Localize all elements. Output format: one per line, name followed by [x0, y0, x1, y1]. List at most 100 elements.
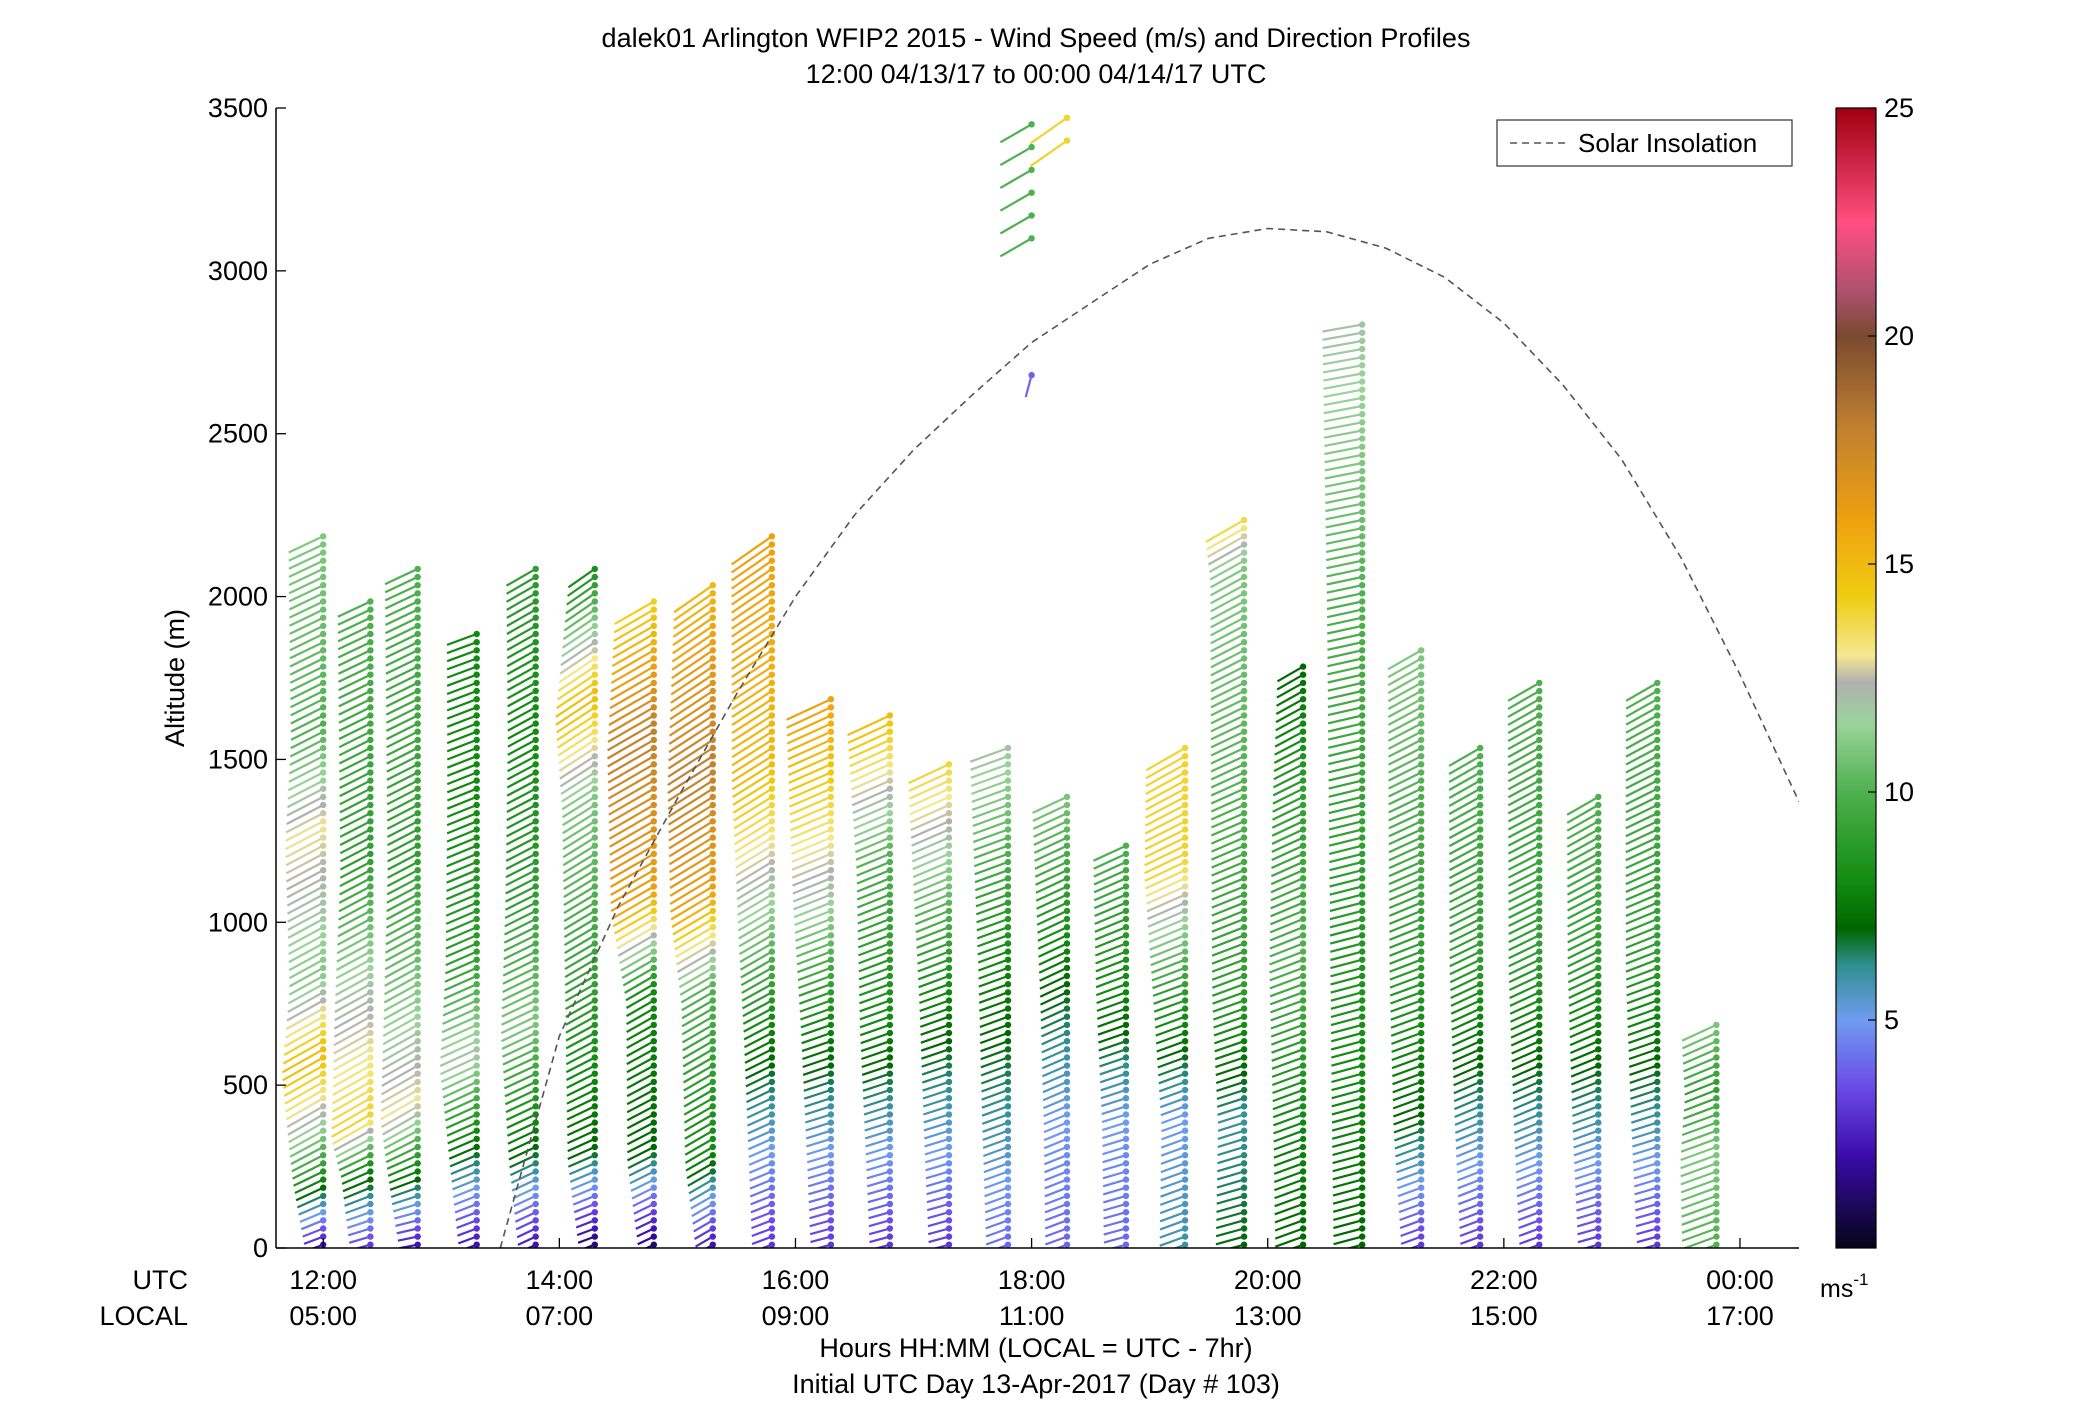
wind-barb [1039, 975, 1068, 990]
wind-barb [290, 681, 324, 701]
wind-point [367, 777, 374, 784]
wind-point [709, 761, 716, 768]
wind-barb [386, 779, 419, 798]
wind-point [473, 858, 480, 866]
wind-barb [506, 657, 537, 676]
wind-point [414, 875, 421, 882]
wind-point [1654, 915, 1661, 923]
wind-barb [385, 665, 419, 683]
wind-point [1299, 1233, 1307, 1240]
wind-barb [1570, 1064, 1599, 1078]
wind-point [1240, 1103, 1248, 1110]
wind-point [1299, 899, 1307, 906]
wind-point [1536, 1029, 1543, 1037]
wind-point [1359, 443, 1366, 450]
wind-barb [567, 1154, 596, 1168]
wind-barb [386, 812, 419, 830]
wind-barb [1024, 374, 1033, 398]
wind-point [1654, 1135, 1661, 1143]
wind-point [532, 940, 539, 947]
wind-barb [1507, 690, 1540, 710]
wind-point [709, 1103, 716, 1110]
wind-barb [1215, 1227, 1245, 1238]
wind-barb [440, 1040, 478, 1059]
wind-barb [387, 1162, 419, 1177]
wind-point [591, 696, 598, 703]
wind-barb [1274, 1211, 1304, 1224]
wind-point [473, 1209, 480, 1216]
wind-barb [507, 722, 537, 740]
wind-barb [1331, 1072, 1363, 1084]
wind-point [1359, 647, 1366, 654]
wind-barb [1276, 690, 1304, 707]
wind-point [1122, 1005, 1130, 1012]
wind-point [414, 899, 421, 906]
wind-point [650, 1013, 657, 1020]
wind-barb [331, 1113, 371, 1138]
wind-barb [983, 1162, 1009, 1174]
wind-barb [1210, 633, 1245, 653]
wind-barb [505, 869, 537, 887]
wind-barb [383, 975, 419, 996]
wind-barb [1034, 852, 1068, 870]
wind-barb [566, 584, 596, 606]
wind-barb [383, 1121, 419, 1143]
wind-barb [339, 820, 371, 838]
wind-point [1122, 1168, 1130, 1175]
wind-barb [1457, 1178, 1481, 1190]
wind-barb [1159, 1227, 1186, 1239]
wind-barb [1625, 755, 1658, 774]
wind-point [532, 1241, 539, 1248]
wind-barb [1145, 763, 1186, 788]
wind-barb [505, 820, 537, 838]
wind-point [591, 606, 598, 613]
wind-point [1181, 769, 1189, 776]
wind-barb [1327, 649, 1363, 660]
wind-barb [335, 966, 371, 988]
wind-barb [1037, 934, 1068, 950]
wind-barb [563, 918, 596, 939]
wind-barb [558, 657, 596, 684]
wind-barb [1332, 1154, 1363, 1165]
wind-point [650, 655, 657, 662]
wind-barb [1571, 1088, 1599, 1102]
wind-barb [1333, 1227, 1363, 1238]
wind-barb [1270, 1031, 1304, 1046]
wind-point [1359, 1078, 1366, 1086]
wind-barb [857, 926, 891, 941]
wind-point [1004, 1225, 1012, 1232]
wind-barb [865, 1154, 891, 1164]
wind-barb [1151, 958, 1186, 974]
wind-barb [1330, 1031, 1363, 1043]
wind-barb [289, 608, 324, 627]
wind-point [532, 630, 539, 638]
wind-barb [981, 1080, 1009, 1093]
wind-point [1299, 671, 1307, 678]
wind-point [650, 1103, 657, 1110]
wind-point [1299, 1217, 1307, 1224]
wind-barb [386, 869, 419, 888]
wind-point [1536, 1086, 1543, 1094]
wind-barb [742, 1007, 773, 1025]
wind-barb [802, 1056, 832, 1069]
wind-point [532, 582, 539, 589]
wind-point [1418, 826, 1425, 833]
wind-point [945, 989, 953, 996]
wind-barb [383, 999, 419, 1021]
wind-point [886, 818, 894, 825]
wind-point [1477, 850, 1484, 858]
wind-barb [1681, 1235, 1717, 1248]
wind-barb [1567, 950, 1599, 968]
wind-point [1418, 1233, 1425, 1240]
wind-point [367, 1119, 374, 1126]
wind-point [591, 753, 598, 760]
wind-barb [1269, 991, 1304, 1006]
wind-point [1477, 753, 1484, 760]
wind-barb [1209, 559, 1245, 581]
wind-point [827, 793, 835, 801]
wind-point [1359, 500, 1366, 507]
wind-point [1359, 573, 1366, 581]
wind-barb [386, 730, 419, 749]
wind-point [367, 1062, 374, 1069]
wind-point [1299, 940, 1307, 947]
